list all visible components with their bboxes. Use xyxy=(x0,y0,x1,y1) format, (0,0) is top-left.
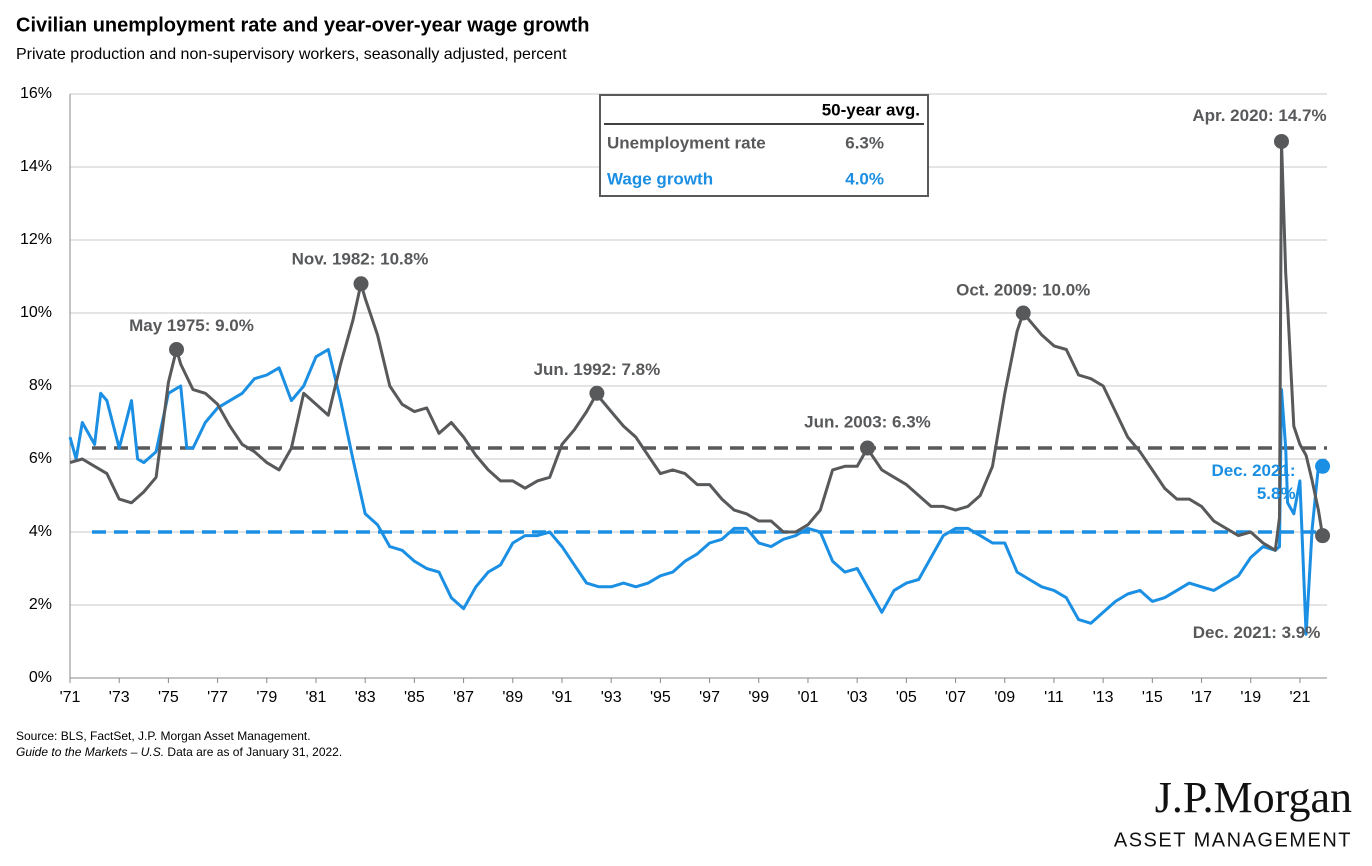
x-tick-label: '87 xyxy=(453,689,474,706)
annotation-dot xyxy=(589,385,605,401)
annotation: Oct. 2009: 10.0% xyxy=(956,280,1090,299)
x-tick-label: '75 xyxy=(158,689,179,706)
source-note: Guide to the Markets – U.S. Data are as … xyxy=(16,745,342,759)
annotation-dot xyxy=(1315,458,1331,474)
x-tick-label: '15 xyxy=(1142,689,1163,706)
logo-sub: ASSET MANAGEMENT xyxy=(1114,829,1352,851)
x-tick-label: '07 xyxy=(945,689,966,706)
x-tick-label: '05 xyxy=(896,689,917,706)
avg-value: 6.3% xyxy=(845,133,884,152)
x-tick-label: '19 xyxy=(1240,689,1261,706)
x-tick-label: '99 xyxy=(748,689,769,706)
y-tick-label: 8% xyxy=(29,377,52,394)
annotation-dot xyxy=(1273,133,1289,149)
y-tick-label: 14% xyxy=(20,158,52,175)
x-tick-label: '71 xyxy=(60,689,81,706)
series-line xyxy=(68,348,1323,636)
x-tick-label: '79 xyxy=(256,689,277,706)
x-tick-label: '83 xyxy=(355,689,376,706)
chart-subtitle: Private production and non-supervisory w… xyxy=(16,46,567,63)
avg-box xyxy=(599,94,929,197)
x-tick-label: '85 xyxy=(404,689,425,706)
x-tick-label: '77 xyxy=(207,689,228,706)
x-tick-label: '11 xyxy=(1044,689,1064,706)
annotation: Dec. 2021: xyxy=(1211,461,1295,480)
annotation: Dec. 2021: 3.9% xyxy=(1193,623,1321,642)
y-tick-label: 16% xyxy=(20,85,52,102)
x-tick-label: '89 xyxy=(502,689,523,706)
x-tick-label: '95 xyxy=(650,689,671,706)
annotation: 5.8% xyxy=(1257,484,1296,503)
x-tick-label: '73 xyxy=(109,689,130,706)
x-tick-label: '97 xyxy=(699,689,720,706)
avg-name: Wage growth xyxy=(607,169,713,188)
avg-name: Unemployment rate xyxy=(607,133,766,152)
x-tick-label: '01 xyxy=(798,689,819,706)
annotation: May 1975: 9.0% xyxy=(129,316,254,335)
logo: J.P.Morgan xyxy=(1155,773,1352,822)
chart-title: Civilian unemployment rate and year-over… xyxy=(16,14,590,36)
x-tick-label: '91 xyxy=(552,689,573,706)
y-tick-label: 10% xyxy=(20,304,52,321)
x-tick-label: '17 xyxy=(1191,689,1212,706)
x-tick-label: '81 xyxy=(306,689,327,706)
source: Source: BLS, FactSet, J.P. Morgan Asset … xyxy=(16,729,311,743)
annotation: Apr. 2020: 14.7% xyxy=(1192,106,1326,125)
annotation-dot xyxy=(169,342,185,357)
y-tick-label: 6% xyxy=(29,450,52,467)
avg-value: 4.0% xyxy=(845,169,884,188)
series-line xyxy=(69,140,1325,552)
x-tick-label: '03 xyxy=(847,689,868,706)
annotation-dot xyxy=(1315,528,1331,544)
y-tick-label: 0% xyxy=(29,669,52,686)
x-tick-label: '13 xyxy=(1093,689,1114,706)
annotation: Jun. 2003: 6.3% xyxy=(804,413,931,432)
avg-header: 50-year avg. xyxy=(822,100,920,119)
y-tick-label: 12% xyxy=(20,231,52,248)
x-tick-label: '93 xyxy=(601,689,622,706)
annotation-dot xyxy=(859,440,875,456)
annotation: Jun. 1992: 7.8% xyxy=(534,360,661,379)
plot: 0% 2% 4% 6% 8% 10% 12% 14% 16% '71 '73 '75 '77 '79 '81… xyxy=(20,85,1331,706)
annotation: Nov. 1982: 10.8% xyxy=(292,249,429,268)
annotation-dot xyxy=(1015,305,1031,321)
annotation-dot xyxy=(353,276,369,292)
x-tick-label: '21 xyxy=(1290,689,1311,706)
y-tick-label: 2% xyxy=(29,596,52,613)
source-date: Data are as of January 31, 2022. xyxy=(164,745,342,759)
x-tick-label: '09 xyxy=(994,689,1015,706)
y-tick-label: 4% xyxy=(29,523,52,540)
source-italic: Guide to the Markets – U.S. xyxy=(16,745,164,759)
